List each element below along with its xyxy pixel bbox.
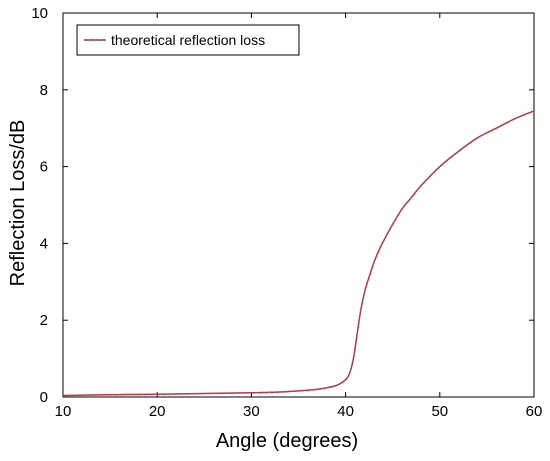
series-line-theoretical-reflection-loss [62, 110, 535, 397]
x-tick-label: 60 [526, 403, 543, 420]
x-axis-title: Angle (degrees) [216, 430, 358, 452]
y-tick-label: 2 [40, 312, 48, 329]
y-tick-label: 0 [40, 389, 48, 406]
y-tick-label: 6 [40, 159, 48, 176]
x-tick-label: 20 [149, 403, 166, 420]
legend: theoretical reflection loss [76, 24, 300, 56]
y-tick-label: 8 [40, 82, 48, 99]
x-tick-label: 40 [337, 403, 354, 420]
y-tick-label: 10 [31, 5, 48, 22]
legend-box [76, 24, 300, 56]
series-line-dash-overlay [62, 110, 535, 397]
plot-frame [62, 12, 535, 398]
legend-entry-label: theoretical reflection loss [111, 32, 265, 48]
series-layer [62, 110, 535, 397]
axis-ticks: 10 20 30 40 50 60 0 2 4 6 8 10 [31, 5, 542, 420]
y-tick-label: 4 [40, 235, 48, 252]
y-axis-title: Reflection Loss/dB [7, 120, 29, 287]
x-tick-label: 10 [55, 403, 72, 420]
x-tick-label: 50 [431, 403, 448, 420]
x-tick-label: 30 [243, 403, 260, 420]
